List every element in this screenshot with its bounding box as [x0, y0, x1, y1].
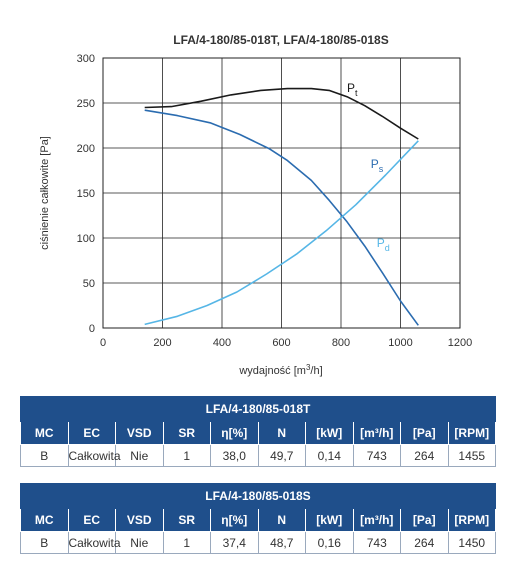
header-sr: SR: [162, 421, 211, 445]
header-ec: EC: [67, 421, 116, 445]
curve-label-ps: Ps: [371, 157, 384, 174]
cell-n: 48,7: [257, 531, 306, 554]
header-ec: EC: [67, 508, 116, 532]
cell-flow: 743: [352, 531, 401, 554]
x-axis-label: wydajność [m3/h]: [238, 363, 322, 377]
y-axis-ticks: 0 50 100 150 200 250 300: [77, 53, 95, 335]
table-row: B Całkowita Nie 1 38,0 49,7 0,14 743 264…: [20, 444, 496, 467]
y-tick-label: 0: [89, 323, 95, 335]
spec-table-018s: LFA/4-180/85-018S MC EC VSD SR η[%] N [k…: [20, 483, 496, 554]
cell-ec: Całkowita: [67, 444, 121, 467]
curve-pt: [144, 87, 419, 140]
header-efficiency: η[%]: [210, 421, 259, 445]
cell-flow: 743: [352, 444, 401, 467]
cell-ec: Całkowita: [67, 531, 121, 554]
curve-label-pt: Pt: [347, 81, 358, 98]
y-tick-label: 200: [77, 143, 95, 155]
curve-label-pd: Pd: [377, 236, 390, 253]
cell-sr: 1: [162, 444, 211, 467]
x-tick-label: 1200: [448, 337, 472, 349]
x-axis-ticks: 0 200 400 600 800 1000 1200: [100, 337, 472, 349]
curve-pd: [144, 140, 419, 326]
y-tick-label: 100: [77, 233, 95, 245]
header-pa: [Pa]: [400, 421, 449, 445]
x-tick-label: 0: [100, 337, 106, 349]
cell-vsd: Nie: [115, 444, 164, 467]
header-vsd: VSD: [115, 421, 164, 445]
header-efficiency: η[%]: [210, 508, 259, 532]
header-vsd: VSD: [115, 508, 164, 532]
table-header-row: MC EC VSD SR η[%] N [kW] [m³/h] [Pa] [RP…: [20, 508, 496, 532]
cell-efficiency: 38,0: [210, 444, 259, 467]
y-axis-label: ciśnienie całkowite [Pa]: [39, 136, 51, 250]
spec-table-018t: LFA/4-180/85-018T MC EC VSD SR η[%] N [k…: [20, 396, 496, 467]
cell-mc: B: [20, 531, 69, 554]
cell-sr: 1: [162, 531, 211, 554]
header-kw: [kW]: [305, 421, 354, 445]
chart-title: LFA/4-180/85-018T, LFA/4-180/85-018S: [173, 33, 388, 47]
y-tick-label: 150: [77, 188, 95, 200]
header-flow: [m³/h]: [352, 508, 401, 532]
curves: [144, 87, 419, 326]
header-rpm: [RPM]: [447, 508, 496, 532]
curve-labels: Pt Ps Pd: [347, 81, 390, 253]
fan-curve-chart: 0 200 400 600 800 1000 1200 0 50 100 150 200 250 300…: [39, 33, 472, 377]
cell-rpm: 1455: [447, 444, 496, 467]
table-header-row: MC EC VSD SR η[%] N [kW] [m³/h] [Pa] [RP…: [20, 421, 496, 445]
x-tick-label: 800: [332, 337, 350, 349]
header-rpm: [RPM]: [447, 421, 496, 445]
header-pa: [Pa]: [400, 508, 449, 532]
cell-pa: 264: [400, 444, 449, 467]
x-tick-label: 1000: [388, 337, 412, 349]
header-kw: [kW]: [305, 508, 354, 532]
cell-pa: 264: [400, 531, 449, 554]
x-tick-label: 400: [213, 337, 231, 349]
y-tick-label: 300: [77, 53, 95, 65]
y-tick-label: 50: [83, 278, 95, 290]
header-mc: MC: [20, 508, 69, 532]
header-mc: MC: [20, 421, 69, 445]
cell-mc: B: [20, 444, 69, 467]
cell-kw: 0,14: [305, 444, 354, 467]
grid-lines: [103, 58, 460, 328]
x-tick-label: 200: [153, 337, 171, 349]
cell-rpm: 1450: [447, 531, 496, 554]
cell-efficiency: 37,4: [210, 531, 259, 554]
header-flow: [m³/h]: [352, 421, 401, 445]
cell-vsd: Nie: [115, 531, 164, 554]
table-row: B Całkowita Nie 1 37,4 48,7 0,16 743 264…: [20, 531, 496, 554]
cell-n: 49,7: [257, 444, 306, 467]
header-n: N: [257, 421, 306, 445]
header-sr: SR: [162, 508, 211, 532]
header-n: N: [257, 508, 306, 532]
table-title: LFA/4-180/85-018S: [20, 483, 496, 509]
cell-kw: 0,16: [305, 531, 354, 554]
x-tick-label: 600: [272, 337, 290, 349]
curve-ps: [144, 109, 419, 326]
table-title: LFA/4-180/85-018T: [20, 396, 496, 422]
y-tick-label: 250: [77, 98, 95, 110]
